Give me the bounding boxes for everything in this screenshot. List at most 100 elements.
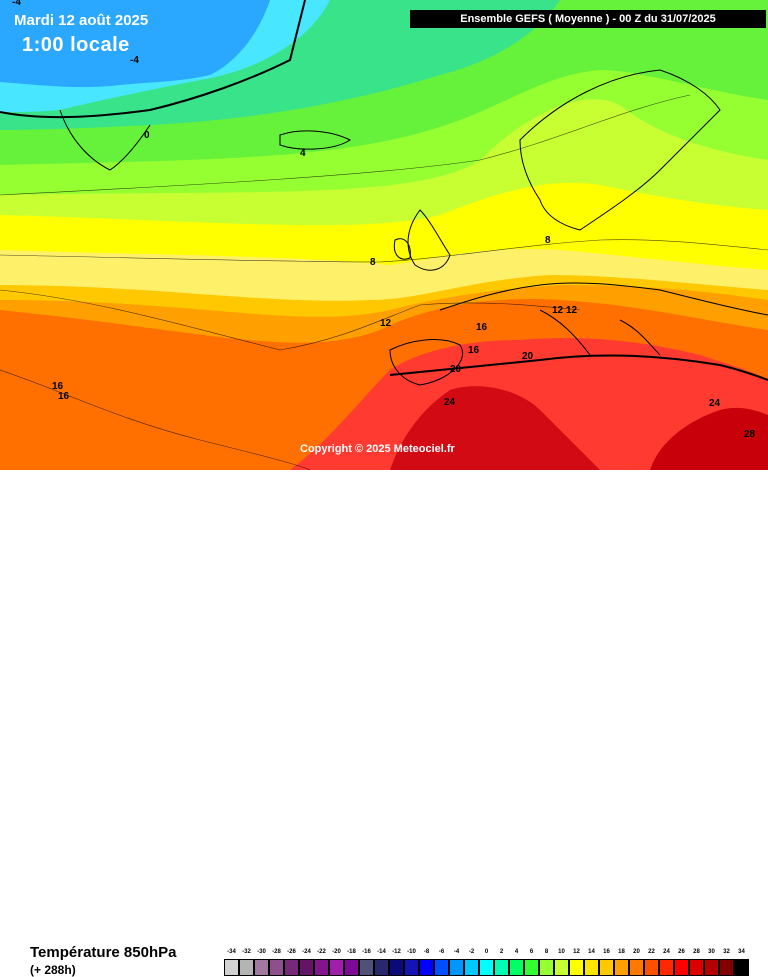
isotherm-label: 16 xyxy=(476,322,488,333)
iberia xyxy=(389,339,463,386)
scale-swatch xyxy=(284,959,299,976)
legend-subtitle: (+ 288h) xyxy=(30,963,76,977)
forecast-date: Mardi 12 août 2025 xyxy=(14,12,149,29)
scale-label: 8 xyxy=(544,949,549,955)
europe-coast xyxy=(439,282,768,316)
scale-swatch xyxy=(554,959,569,976)
scale-swatch xyxy=(299,959,314,976)
weather-map: Mardi 12 août 2025 1:00 locale Ensemble … xyxy=(0,0,768,470)
scale-label: -30 xyxy=(257,949,266,955)
scale-swatch xyxy=(344,959,359,976)
isotherm-label: 4 xyxy=(300,148,306,159)
model-header: Ensemble GEFS ( Moyenne ) - 00 Z du 31/0… xyxy=(410,10,766,28)
scale-label: -12 xyxy=(392,949,401,955)
scale-swatch xyxy=(479,959,494,976)
isotherm-label: 8 xyxy=(545,235,551,246)
isotherm-label: 24 xyxy=(444,397,456,408)
scale-swatch xyxy=(224,959,239,976)
isotherm-12 xyxy=(0,289,581,351)
band-dark-red-east xyxy=(650,407,768,470)
scandinavia xyxy=(519,69,721,231)
temperature-field xyxy=(0,0,768,470)
scale-label: 22 xyxy=(648,949,655,955)
legend-footer: Température 850hPa (+ 288h) -34 -32 -30 -28… xyxy=(0,470,768,977)
legend-title: Température 850hPa xyxy=(30,944,177,961)
iceland xyxy=(279,130,351,150)
scale-label: -4 xyxy=(453,949,460,955)
scale-label: -22 xyxy=(317,949,326,955)
scale-swatch xyxy=(359,959,374,976)
scale-label: -34 xyxy=(227,949,236,955)
scale-swatch xyxy=(689,959,704,976)
scale-swatch xyxy=(329,959,344,976)
scale-label: 28 xyxy=(693,949,700,955)
scale-label: 4 xyxy=(514,949,519,955)
scale-label: 14 xyxy=(588,949,595,955)
scale-label: 18 xyxy=(618,949,625,955)
scale-swatch xyxy=(464,959,479,976)
band-dark-red-africa xyxy=(390,386,600,470)
isotherm-label: 12 xyxy=(552,305,564,316)
africa-coast xyxy=(389,354,768,381)
scale-label: -28 xyxy=(272,949,281,955)
scale-swatch xyxy=(449,959,464,976)
scale-label: -8 xyxy=(423,949,430,955)
greenland-south xyxy=(59,109,151,171)
band-cold xyxy=(0,0,270,88)
scale-swatch xyxy=(569,959,584,976)
scale-swatch xyxy=(404,959,419,976)
scale-swatch xyxy=(629,959,644,976)
scale-label: 10 xyxy=(558,949,565,955)
scale-swatch xyxy=(524,959,539,976)
scale-label: 32 xyxy=(723,949,730,955)
coastlines xyxy=(0,0,768,386)
scale-swatch xyxy=(719,959,734,976)
isotherm-label: 24 xyxy=(709,398,721,409)
scale-swatch xyxy=(614,959,629,976)
scale-swatch xyxy=(389,959,404,976)
isotherm-4 xyxy=(0,94,691,196)
greenland-coast xyxy=(0,0,306,119)
scale-label: -14 xyxy=(377,949,386,955)
scale-label: 2 xyxy=(499,949,504,955)
ireland xyxy=(393,238,411,260)
scale-label: -24 xyxy=(302,949,311,955)
isotherm-label: 20 xyxy=(522,351,534,362)
scale-label: 20 xyxy=(633,949,640,955)
isotherms xyxy=(0,94,768,470)
isotherm-label: 8 xyxy=(370,257,376,268)
scale-label: 34 xyxy=(738,949,745,955)
scale-swatch xyxy=(239,959,254,976)
scale-label: -32 xyxy=(242,949,251,955)
scale-swatch xyxy=(734,959,749,976)
scale-label: -18 xyxy=(347,949,356,955)
scale-label: 30 xyxy=(708,949,715,955)
scale-label: -6 xyxy=(438,949,445,955)
scale-swatch xyxy=(269,959,284,976)
scale-swatch xyxy=(509,959,524,976)
scale-swatch xyxy=(494,959,509,976)
scale-label: -16 xyxy=(362,949,371,955)
scale-label: 6 xyxy=(529,949,534,955)
scale-swatch xyxy=(599,959,614,976)
isotherm-label: 12 xyxy=(380,318,392,329)
scale-label: 16 xyxy=(603,949,610,955)
scale-label: 24 xyxy=(663,949,670,955)
isotherm-label: 12 xyxy=(566,305,578,316)
scale-swatch xyxy=(419,959,434,976)
scale-label: -20 xyxy=(332,949,341,955)
scale-label: -26 xyxy=(287,949,296,955)
britain xyxy=(407,209,451,271)
isotherm-label: 0 xyxy=(144,130,150,141)
scale-swatch xyxy=(374,959,389,976)
scale-label: 12 xyxy=(573,949,580,955)
scale-swatch xyxy=(314,959,329,976)
balkans xyxy=(619,319,661,356)
scale-swatch xyxy=(704,959,719,976)
scale-swatch xyxy=(659,959,674,976)
isotherm-8 xyxy=(0,239,768,263)
scale-swatch xyxy=(644,959,659,976)
isotherm-label: 20 xyxy=(450,364,462,375)
isotherm-16 xyxy=(0,369,311,470)
isotherm-label: -4 xyxy=(12,0,21,8)
